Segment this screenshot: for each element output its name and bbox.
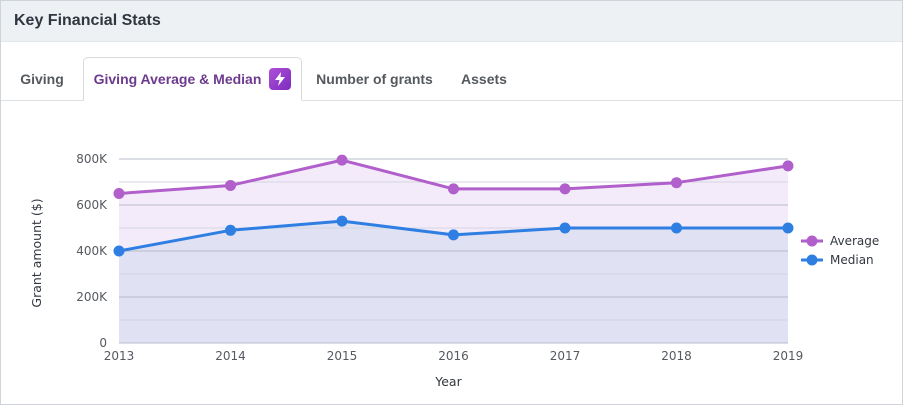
tab-number-of-grants[interactable]: Number of grants	[302, 57, 447, 100]
median-point	[225, 224, 236, 236]
y-tick-label: 200K	[76, 290, 108, 304]
x-tick-label: 2018	[661, 349, 692, 363]
tab-number-of-grants-label: Number of grants	[316, 70, 433, 87]
x-tick-label: 2017	[550, 349, 581, 363]
y-tick-label: 800K	[76, 152, 108, 166]
average-point	[225, 179, 236, 191]
lightning-bolt-icon	[269, 68, 292, 90]
x-tick-label: 2014	[215, 349, 246, 363]
tab-bar: Giving Giving Average & Median Number of…	[1, 42, 902, 101]
median-point	[113, 245, 125, 257]
chart-area: 0 200K 400K 600K 800K 2013 2014 2015 2016 2017 201…	[1, 101, 902, 404]
average-point	[448, 183, 459, 195]
median-area	[119, 221, 788, 343]
x-axis-title: Year	[434, 374, 462, 389]
card-title: Key Financial Stats	[14, 12, 161, 29]
tab-giving-average-median[interactable]: Giving Average & Median	[83, 57, 302, 101]
legend-average-swatch-marker	[806, 235, 818, 247]
x-tick-label: 2019	[773, 349, 804, 363]
x-tick-label: 2016	[438, 349, 469, 363]
average-point	[782, 160, 794, 172]
legend-average-label: Average	[830, 234, 879, 248]
y-axis-title: Grant amount ($)	[29, 198, 44, 307]
tab-assets-label: Assets	[461, 70, 507, 87]
average-point	[671, 177, 682, 189]
giving-average-median-chart: 0 200K 400K 600K 800K 2013 2014 2015 2016 2017 201…	[29, 152, 879, 389]
median-point	[559, 222, 571, 234]
legend-median-swatch-marker	[806, 254, 818, 266]
average-point	[559, 183, 571, 195]
legend-median-label: Median	[830, 253, 874, 267]
y-tick-label: 600K	[76, 198, 108, 212]
median-point	[782, 222, 794, 234]
median-point	[671, 222, 682, 234]
tab-assets[interactable]: Assets	[447, 57, 521, 100]
tab-giving-label: Giving	[20, 70, 64, 87]
average-point	[336, 154, 348, 166]
y-tick-label: 400K	[76, 244, 108, 258]
median-point	[336, 215, 348, 227]
tab-giving-average-median-label: Giving Average & Median	[93, 71, 262, 87]
tab-giving[interactable]: Giving	[1, 57, 83, 100]
x-tick-label: 2015	[327, 349, 358, 363]
median-point	[448, 229, 459, 241]
x-tick-label: 2013	[104, 349, 135, 363]
average-point	[113, 188, 125, 199]
card-header: Key Financial Stats	[1, 1, 902, 42]
y-tick-label: 0	[99, 336, 107, 350]
